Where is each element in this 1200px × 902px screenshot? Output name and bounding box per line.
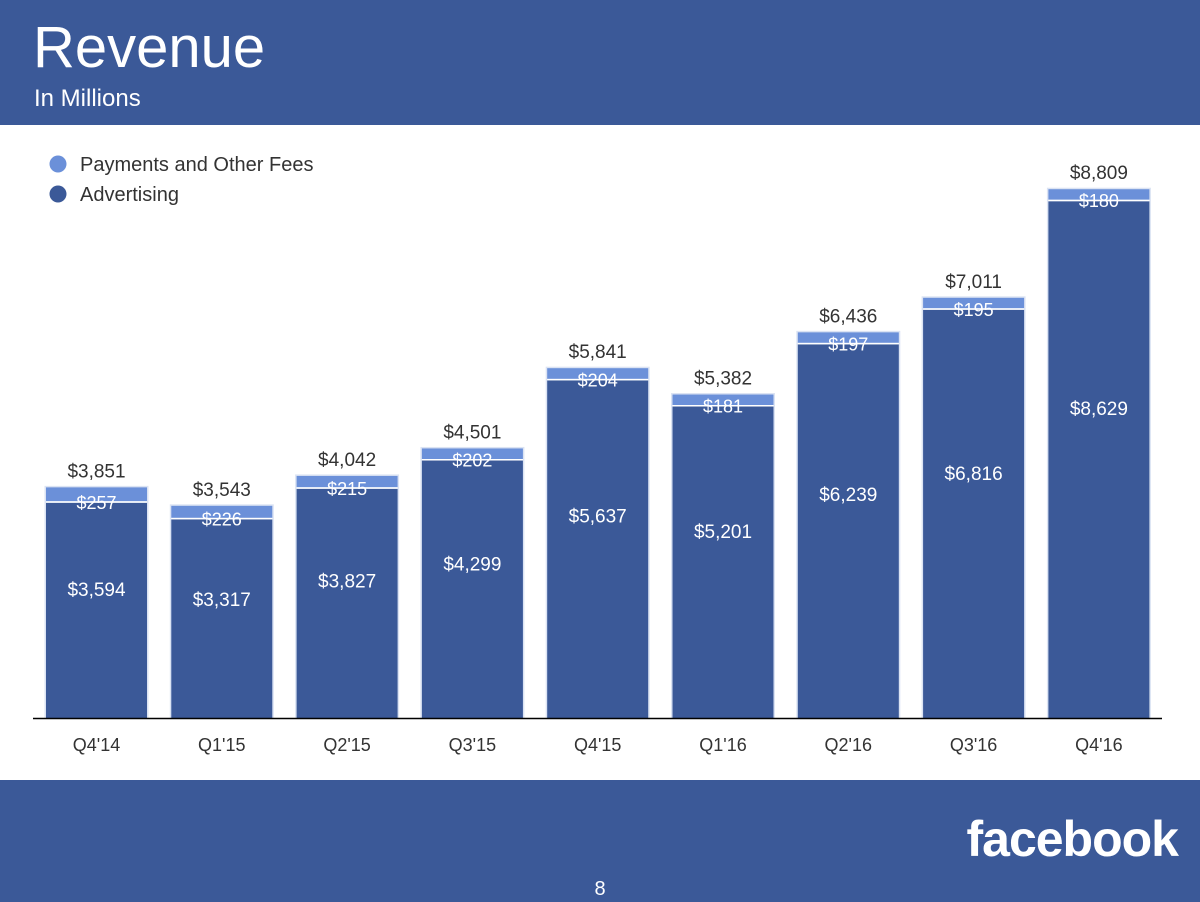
page-title: Revenue: [33, 15, 266, 80]
bar-payments: [547, 368, 649, 379]
payments-label: $181: [703, 397, 743, 417]
advertising-label: $3,317: [193, 590, 251, 611]
x-tick-label: Q4'16: [1075, 735, 1122, 755]
x-tick-label: Q3'15: [449, 735, 496, 755]
chart-area: Payments and Other Fees Advertising $3,85…: [0, 125, 1200, 780]
advertising-label: $5,201: [694, 522, 752, 543]
bar-payments: [672, 394, 774, 406]
slide-header: Revenue In Millions: [0, 0, 1200, 125]
total-label: $4,501: [443, 422, 501, 443]
bar-advertising: [46, 502, 147, 718]
advertising-label: $6,239: [819, 485, 877, 506]
total-label: $6,436: [819, 306, 877, 327]
chart-labels: $3,851 $257 $3,594 $3,543 $226 $3,317 $4,042 $2…: [67, 163, 1128, 611]
chart-bars: [44, 187, 1151, 719]
total-label: $3,851: [67, 461, 125, 482]
total-label: $5,382: [694, 369, 752, 390]
advertising-label: $4,299: [443, 555, 501, 576]
bar-payments: [923, 297, 1025, 309]
bar-payments: [296, 475, 398, 488]
legend-label: Payments and Other Fees: [80, 154, 313, 176]
payments-label: $215: [327, 479, 367, 499]
legend-marker: [49, 185, 67, 203]
payments-label: $197: [828, 334, 868, 354]
total-label: $8,809: [1070, 163, 1128, 184]
total-label: $3,543: [193, 480, 251, 501]
bar-advertising: [296, 488, 398, 718]
bar-payments: [46, 487, 147, 502]
bar-advertising: [797, 344, 899, 718]
total-label: $7,011: [945, 272, 1002, 293]
advertising-label: $8,629: [1070, 399, 1128, 420]
payments-label: $257: [76, 493, 116, 513]
bar-advertising: [672, 406, 774, 718]
bar-payments: [421, 448, 523, 460]
x-tick-label: Q4'15: [574, 735, 621, 755]
legend-marker: [49, 155, 67, 173]
chart-axis: Q4'14 Q1'15 Q2'15 Q3'15 Q4'15 Q1'16 Q2'16 Q3'16…: [33, 717, 1162, 755]
bar-advertising: [547, 380, 649, 718]
advertising-label: $6,816: [945, 464, 1003, 485]
page-number: 8: [594, 878, 606, 900]
slide-footer: facebook 8: [0, 780, 1200, 902]
legend-label: Advertising: [80, 184, 179, 206]
advertising-label: $5,637: [569, 506, 627, 527]
total-label: $4,042: [318, 450, 376, 471]
payments-label: $202: [452, 451, 492, 471]
bar-payments: [1048, 189, 1150, 200]
bar-advertising: [1048, 201, 1150, 719]
x-tick-label: Q2'16: [825, 735, 872, 755]
advertising-label: $3,827: [318, 571, 376, 592]
payments-label: $195: [954, 300, 994, 320]
x-tick-label: Q4'14: [73, 735, 120, 755]
x-tick-label: Q1'15: [198, 735, 245, 755]
chart-legend: Payments and Other Fees Advertising: [49, 154, 313, 206]
bar-payments: [797, 332, 899, 343]
facebook-logo: facebook: [966, 811, 1179, 867]
revenue-chart: Payments and Other Fees Advertising $3,85…: [33, 154, 1162, 755]
x-tick-label: Q2'15: [323, 735, 370, 755]
x-tick-label: Q1'16: [699, 735, 746, 755]
total-label: $5,841: [569, 342, 627, 363]
payments-label: $180: [1079, 191, 1119, 211]
x-tick-label: Q3'16: [950, 735, 997, 755]
payments-label: $226: [202, 509, 242, 529]
bar-advertising: [923, 309, 1025, 718]
payments-label: $204: [578, 370, 618, 390]
bar-payments: [171, 505, 273, 518]
page-subtitle: In Millions: [34, 85, 141, 112]
bar-advertising: [421, 460, 523, 718]
bar-advertising: [171, 519, 273, 718]
advertising-label: $3,594: [67, 580, 126, 601]
